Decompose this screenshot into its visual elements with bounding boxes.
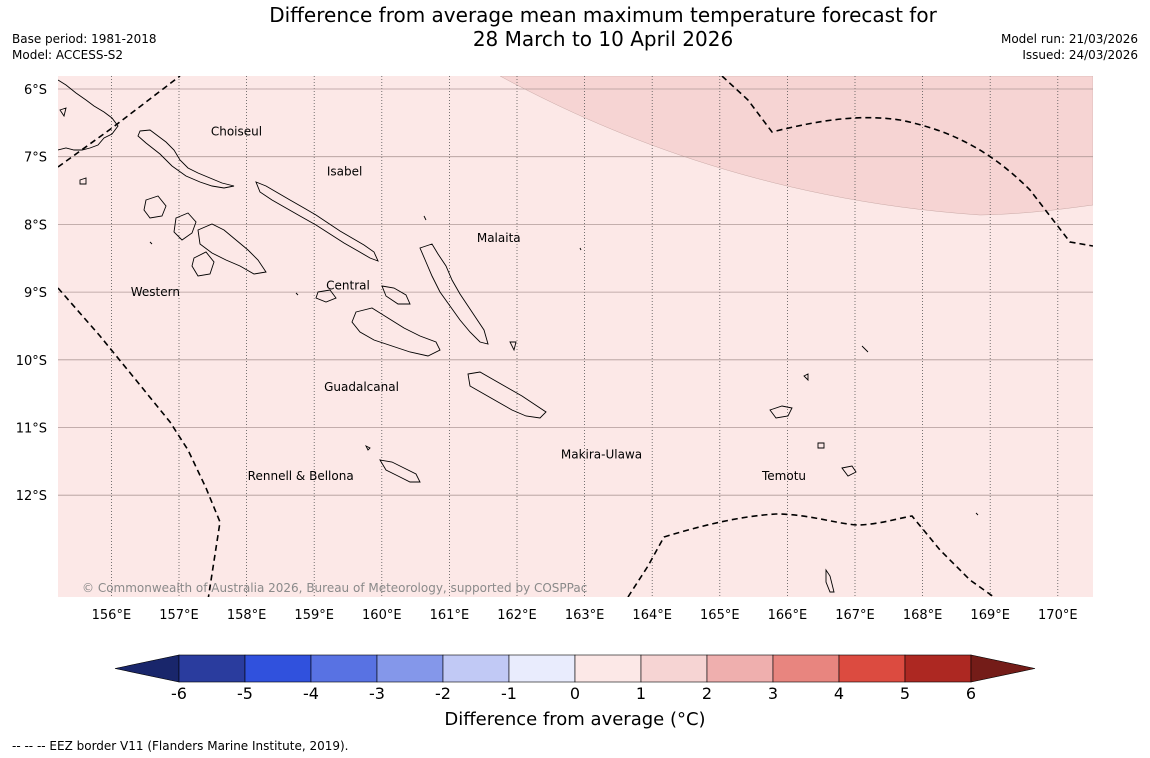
copyright-notice: © Commonwealth of Australia 2026, Bureau… <box>82 581 587 595</box>
latitude-tick-label: 7°S <box>24 151 47 166</box>
colorbar-tick-label: -3 <box>369 684 385 703</box>
choiseul-island <box>137 129 235 189</box>
coastlines <box>58 79 979 593</box>
region-label: Western <box>131 285 180 299</box>
colorbar-tick-label: -4 <box>303 684 319 703</box>
region-label: Malaita <box>477 231 521 245</box>
colorbar-over-arrow <box>970 654 1036 683</box>
colorbar-segment <box>838 654 906 683</box>
longitude-tick-label: 161°E <box>430 608 470 623</box>
santa-isabel-island <box>255 181 379 262</box>
latitude-tick-label: 6°S <box>24 83 47 98</box>
colorbar-segment <box>574 654 642 683</box>
colorbar-tick-label: 2 <box>702 684 712 703</box>
colorbar <box>114 654 1036 683</box>
colorbar-under-arrow <box>114 654 180 683</box>
colorbar-tick-label: 4 <box>834 684 844 703</box>
colorbar-tick-label: -1 <box>501 684 517 703</box>
colorbar-tick-label: 5 <box>900 684 910 703</box>
colorbar-tick-label: -2 <box>435 684 451 703</box>
region-label: Isabel <box>327 165 362 179</box>
eez-border-northeast <box>721 76 1093 247</box>
longitude-tick-label: 160°E <box>362 608 402 623</box>
longitude-tick-label: 165°E <box>700 608 740 623</box>
colorbar-segment <box>442 654 510 683</box>
longitude-tick-label: 162°E <box>497 608 537 623</box>
longitude-tick-label: 166°E <box>768 608 808 623</box>
eez-border-south <box>627 513 996 597</box>
latitude-gridlines <box>58 88 1093 496</box>
colorbar-tick-labels: -6 -5 -4 -3 -2 -1 0 1 2 3 4 5 6 <box>171 684 976 703</box>
colorbar-tick-label: 3 <box>768 684 778 703</box>
florida-islands <box>315 285 411 305</box>
eez-border-north <box>58 76 181 168</box>
colorbar-segment <box>178 654 246 683</box>
colorbar-label: Difference from average (°C) <box>444 709 706 730</box>
region-labels: Choiseul Isabel Malaita Central Western Guada… <box>131 125 806 484</box>
longitude-tick-label: 169°E <box>970 608 1010 623</box>
colorbar-segment <box>904 654 972 683</box>
colorbar-segment <box>310 654 378 683</box>
model-name: Model: ACCESS-S2 <box>12 48 124 62</box>
longitude-tick-label: 159°E <box>294 608 334 623</box>
region-label: Choiseul <box>211 125 262 139</box>
title-line-2: 28 March to 10 April 2026 <box>472 27 734 51</box>
region-label: Rennell & Bellona <box>248 469 354 483</box>
model-run-date: Model run: 21/03/2026 <box>1000 32 1138 46</box>
base-period: Base period: 1981-2018 <box>12 32 157 46</box>
latitude-tick-labels: 6°S 7°S 8°S 9°S 10°S 11°S 12°S <box>16 83 47 504</box>
small-islets <box>59 107 979 593</box>
title-line-1: Difference from average mean maximum tem… <box>269 3 937 27</box>
colorbar-tick-label: 1 <box>636 684 646 703</box>
colorbar-segment <box>508 654 576 683</box>
colorbar-segment <box>772 654 840 683</box>
colorbar-tick-label: 6 <box>966 684 976 703</box>
colorbar-tick-label: -5 <box>237 684 253 703</box>
latitude-tick-label: 8°S <box>24 218 47 233</box>
region-label: Guadalcanal <box>324 380 399 394</box>
colorbar-segment <box>244 654 312 683</box>
bougainville-island <box>58 79 119 151</box>
region-label: Temotu <box>761 469 806 483</box>
colorbar-tick-label: -6 <box>171 684 187 703</box>
anomaly-region-1-to-2 <box>499 76 1093 216</box>
colorbar-segment <box>640 654 708 683</box>
run-info: Model run: 21/03/2026 Issued: 24/03/2026 <box>1001 31 1138 63</box>
longitude-tick-label: 167°E <box>835 608 875 623</box>
latitude-tick-label: 10°S <box>16 354 47 369</box>
colorbar-segment <box>706 654 774 683</box>
colorbar-segment <box>376 654 444 683</box>
guadalcanal-island <box>351 307 441 357</box>
longitude-tick-label: 168°E <box>903 608 943 623</box>
eez-footnote: -- -- -- EEZ border V11 (Flanders Marine… <box>12 739 349 753</box>
malaita-island <box>419 243 489 345</box>
longitude-tick-labels: 156°E 157°E 158°E 159°E 160°E 161°E 162°E 163°E… <box>92 608 1078 623</box>
region-label: Central <box>326 278 370 292</box>
model-info: Base period: 1981-2018 Model: ACCESS-S2 <box>12 31 157 63</box>
region-label: Makira-Ulawa <box>561 448 642 462</box>
new-georgia-group <box>143 195 267 277</box>
longitude-tick-label: 170°E <box>1038 608 1078 623</box>
longitude-tick-label: 156°E <box>92 608 132 623</box>
eez-border-west <box>58 287 221 597</box>
latitude-tick-label: 9°S <box>24 286 47 301</box>
latitude-tick-label: 11°S <box>16 422 47 437</box>
colorbar-tick-label: 0 <box>570 684 580 703</box>
issued-date: Issued: 24/03/2026 <box>1022 48 1138 62</box>
eez-borders <box>58 76 1093 597</box>
longitude-tick-label: 158°E <box>227 608 267 623</box>
longitude-tick-label: 164°E <box>632 608 672 623</box>
latitude-tick-label: 12°S <box>16 489 47 504</box>
rennell-island <box>364 444 421 483</box>
longitude-tick-label: 163°E <box>565 608 605 623</box>
map-title: Difference from average mean maximum tem… <box>0 3 1150 51</box>
makira-island <box>467 371 547 419</box>
santa-cruz-islands <box>769 373 857 477</box>
longitude-tick-label: 157°E <box>159 608 199 623</box>
